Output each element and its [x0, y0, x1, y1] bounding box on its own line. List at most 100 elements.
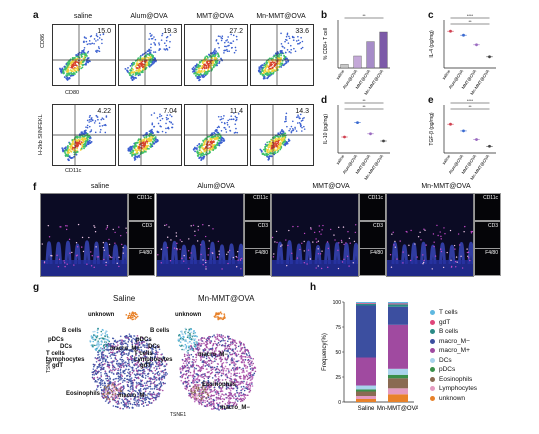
stack-seg-1-Eosinophils — [388, 378, 408, 389]
chart-b-bar-0 — [340, 64, 349, 69]
legend-label-6: pDCs — [439, 366, 456, 373]
tsne-left-label-4: T cells — [46, 351, 65, 357]
tsne-left-label-8: macro_M− — [118, 393, 148, 399]
flow-title-3: Mn-MMT@OVA — [256, 13, 306, 20]
if-channel-3-1: CD3 — [474, 220, 501, 249]
flow-dots-0-3 — [251, 25, 313, 85]
chart-b-sig-0: ** — [362, 13, 366, 18]
legend-label-8: Lymphocytes — [439, 385, 478, 392]
tsne-left-label-3: DCs — [60, 344, 73, 350]
flow-value-0-0: 15.0 — [97, 28, 111, 35]
legend-label-4: macro_M+ — [439, 347, 470, 354]
tsne-right-label-0: unknown — [175, 312, 202, 318]
panel-letter-e: e — [428, 95, 434, 106]
stack-ytick-4: 100 — [333, 300, 342, 306]
tsne-right-label-5: Lymphocytes — [134, 357, 173, 363]
if-channel-3-2: F4/80 — [474, 248, 501, 276]
flow-title-1: Alum@OVA — [130, 13, 168, 20]
flow-value-1-0: 4.22 — [97, 108, 111, 115]
tsne-right-label-1: B cells — [150, 328, 170, 334]
stack-seg-1-gdT — [388, 303, 408, 305]
if-channel-label-3-2: F4/80 — [485, 250, 498, 256]
chart-b-bar-2 — [366, 41, 375, 69]
chart-b-tick-0: saline — [335, 68, 346, 80]
flow-row2-xlabel: CD11c — [65, 168, 82, 174]
stack-seg-0-pDCs — [356, 389, 376, 392]
chart-e-tick-0: saline — [441, 153, 452, 165]
if-channel-1-1: CD3 — [244, 220, 271, 249]
chart-b-bar-3 — [379, 31, 388, 69]
chart-d-sig-1: ** — [362, 104, 366, 109]
legend-item-3: macro_M− — [430, 338, 470, 345]
chart-b-bar-1 — [353, 55, 362, 69]
if-channel-label-2-1: CD3 — [372, 222, 383, 229]
if-channel-label-0-0: CD11c — [137, 195, 152, 201]
legend-item-2: B cells — [430, 328, 458, 335]
if-image-1 — [156, 193, 244, 277]
chart-b: % CD8+ T cellsalineAlum@OVAMMT@OVAMn-MMT… — [323, 13, 390, 96]
if-channel-2-2: F4/80 — [359, 248, 386, 276]
legend-label-5: DCs — [439, 356, 452, 364]
mini-charts-svg: % CD8+ T cellsalineAlum@OVAMMT@OVAMn-MMT… — [323, 13, 496, 181]
flow-plot-0-1: 19.3 — [118, 24, 182, 86]
legend-label-3: macro_M− — [439, 337, 470, 345]
flow-plot-0-3: 33.6 — [250, 24, 314, 86]
legend-swatch-9 — [430, 395, 435, 401]
if-channel-label-2-0: CD11c — [368, 195, 383, 201]
chart-e-sig-1: ** — [468, 104, 472, 109]
if-channel-3-0: CD11c — [474, 193, 501, 221]
tsne-left-label-1: B cells — [62, 328, 82, 334]
chart-c-sig-1: ** — [468, 19, 472, 24]
panel-letter-f: f — [33, 182, 37, 193]
legend-label-1: gdT — [439, 318, 451, 326]
if-channel-2-0: CD11c — [359, 193, 386, 221]
stack-seg-1-macro_M+ — [388, 324, 408, 369]
if-channel-0-1: CD3 — [128, 220, 155, 249]
stack-seg-1-Lymphocytes — [388, 388, 408, 395]
if-channel-label-2-2: F4/80 — [370, 250, 383, 256]
tsne-right-label-6: gdT — [140, 363, 151, 369]
if-channel-0-2: F4/80 — [128, 248, 155, 276]
legend-item-8: Lymphocytes — [430, 385, 477, 392]
if-channel-label-1-2: F4/80 — [255, 250, 268, 256]
stack-ytick-1: 25 — [335, 375, 341, 381]
tsne-right-label-2: pDCs — [136, 337, 152, 343]
tsne-left-label-5: Lymphocytes — [46, 357, 85, 363]
stack-seg-0-T cells — [356, 302, 376, 304]
tsne-xlabel: TSNE1 — [170, 412, 187, 418]
panel-letter-h: h — [310, 282, 317, 293]
legend-item-4: macro_M+ — [430, 347, 470, 354]
stack-category-0: Saline — [358, 406, 375, 412]
flow-title-2: MMT@OVA — [196, 13, 234, 20]
flow-plot-1-2: 11.4 — [184, 104, 248, 166]
legend-swatch-0 — [430, 310, 435, 315]
tsne-left-label-2: pDCs — [48, 337, 64, 343]
if-image-3 — [386, 193, 474, 277]
tsne-left-label-6: gdT — [52, 363, 63, 369]
panel-letter-d: d — [321, 95, 328, 106]
if-channel-label-1-0: CD11c — [253, 195, 268, 201]
chart-e: TGF-β (pg/mg)salineAlum@OVAMMT@OVAMn-MMT… — [429, 98, 496, 181]
stack-seg-0-unknown — [356, 399, 376, 402]
panel-letter-g: g — [33, 282, 40, 293]
legend-swatch-8 — [430, 386, 435, 391]
flow-title-0: saline — [73, 13, 93, 20]
stack-seg-1-pDCs — [388, 374, 408, 379]
flow-dots-1-3 — [251, 105, 313, 165]
chart-b-ylabel: % CD8+ T cell — [323, 28, 329, 60]
tsne-title-right: Mn-MMT@OVA — [198, 294, 255, 303]
stack-ylabel: Frequency(%) — [322, 333, 328, 371]
stack-seg-1-B cells — [388, 304, 408, 307]
flow-dots-0-0 — [53, 25, 115, 85]
if-title-2: MMT@OVA — [312, 183, 350, 190]
legend-label-7: Eosinophils — [439, 375, 473, 383]
chart-d: IL-10 (pg/mg)salineAlum@OVAMMT@OVAMn-MMT… — [323, 98, 390, 181]
legend-swatch-5 — [430, 357, 435, 363]
legend-label-9: unknown — [439, 394, 466, 402]
panel-letter-a: a — [33, 10, 39, 21]
flow-dots-1-2 — [185, 105, 247, 165]
if-channel-2-1: CD3 — [359, 220, 386, 249]
stack-seg-1-DCs — [388, 368, 408, 375]
stack-seg-0-DCs — [356, 385, 376, 390]
tsne-right-label-9: macro_M− — [220, 405, 250, 411]
